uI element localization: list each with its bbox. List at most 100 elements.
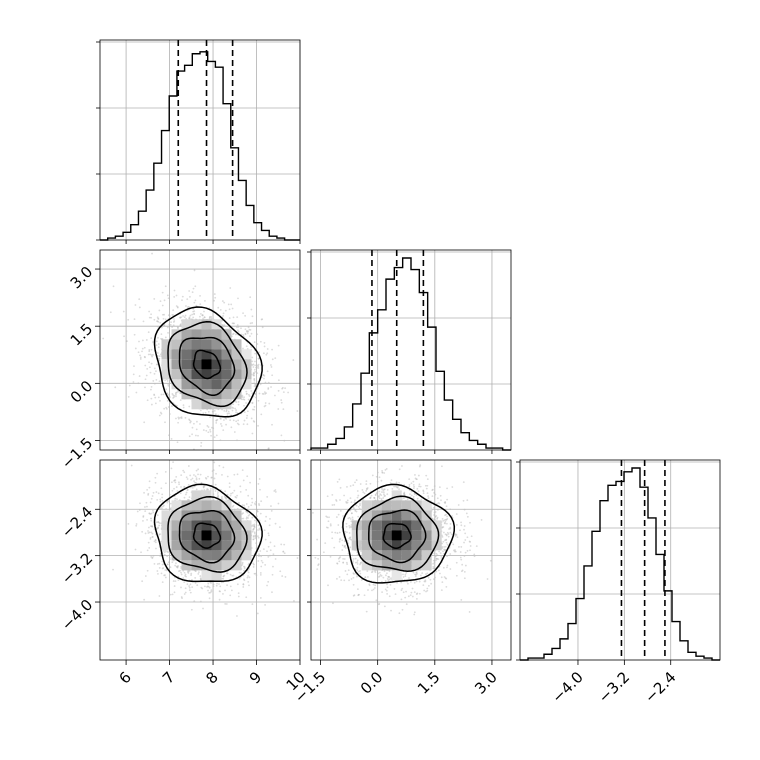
scatter-point [157, 521, 159, 523]
scatter-point [251, 360, 254, 363]
scatter-point [193, 474, 195, 476]
density-cell [191, 560, 202, 571]
density-cell [171, 369, 182, 380]
scatter-point [258, 478, 261, 480]
scatter-point [171, 393, 174, 395]
scatter-point [197, 434, 199, 437]
scatter-point [427, 495, 430, 498]
scatter-point [283, 552, 286, 555]
scatter-point [187, 465, 190, 467]
scatter-point [178, 481, 180, 484]
scatter-point [402, 591, 405, 594]
scatter-point [143, 598, 146, 601]
scatter-point [256, 333, 259, 336]
scatter-point [263, 345, 266, 348]
scatter-point [199, 575, 202, 577]
scatter-point [445, 522, 448, 525]
scatter-point [146, 505, 148, 508]
scatter-point [269, 549, 272, 552]
scatter-point [238, 501, 241, 504]
histogram-panel-2 [516, 459, 721, 661]
scatter-point [245, 517, 248, 520]
density-cell [231, 389, 242, 400]
scatter-point [220, 423, 222, 425]
density-cell [211, 570, 222, 581]
density-cell [171, 379, 182, 390]
scatter-point [217, 491, 219, 494]
scatter-point [161, 291, 164, 294]
scatter-point [220, 581, 223, 584]
density-cell [181, 540, 192, 551]
density-cell [211, 510, 222, 521]
scatter-point [266, 584, 268, 587]
scatter-point [150, 555, 153, 558]
scatter-point [209, 428, 211, 431]
scatter-point [253, 525, 256, 527]
scatter-point [205, 429, 208, 432]
scatter-point [185, 476, 188, 479]
scatter-point [247, 494, 250, 497]
scatter-point [422, 492, 425, 495]
scatter-point [243, 404, 245, 407]
scatter-point [247, 580, 250, 583]
scatter-point [244, 328, 247, 331]
scatter-point [412, 495, 415, 498]
scatter-point [188, 570, 191, 572]
scatter-point [252, 420, 255, 422]
scatter-point [164, 318, 167, 321]
scatter-point [193, 480, 195, 483]
scatter-point [441, 465, 443, 468]
scatter-point [143, 355, 146, 358]
scatter-point [135, 391, 138, 394]
scatter-point [175, 393, 177, 396]
density-cell [191, 369, 202, 380]
scatter-point [243, 579, 246, 582]
scatter-point [263, 391, 266, 394]
scatter-point [191, 291, 194, 294]
scatter-point [253, 405, 256, 408]
scatter-point [246, 576, 249, 579]
scatter-point [236, 615, 238, 617]
scatter-point [138, 509, 141, 511]
scatter-point [175, 294, 178, 297]
scatter-point [213, 410, 216, 412]
density-cell [201, 520, 212, 531]
scatter-point [245, 503, 248, 505]
scatter-point [228, 482, 231, 485]
scatter-point [256, 612, 259, 615]
scatter-point [235, 496, 238, 499]
density-cell [161, 540, 172, 551]
scatter-point [269, 554, 271, 557]
scatter-point [257, 365, 260, 368]
scatter-point [209, 581, 212, 584]
scatter-point [171, 593, 174, 596]
scatter-point [158, 355, 161, 358]
density-cell [191, 379, 202, 390]
scatter-point [259, 597, 262, 599]
scatter-point [228, 486, 231, 488]
density-cell [201, 379, 212, 390]
scatter-point [251, 356, 254, 359]
scatter-point [148, 350, 151, 353]
scatter-point [258, 553, 260, 556]
density-cell [181, 369, 192, 380]
scatter-point [243, 504, 246, 507]
scatter-point [240, 327, 242, 330]
scatter-point [165, 569, 168, 572]
scatter-point [182, 406, 185, 409]
scatter-point [173, 585, 176, 587]
scatter-point [258, 555, 260, 558]
scatter-point [267, 381, 270, 384]
scatter-point [207, 589, 209, 592]
scatter-point [112, 568, 114, 571]
scatter-point [245, 402, 247, 404]
scatter-point [155, 370, 157, 373]
scatter-point [194, 285, 197, 288]
scatter-point [146, 569, 149, 572]
scatter-point [253, 531, 256, 534]
scatter-point [241, 469, 244, 472]
scatter-point [365, 610, 368, 613]
density-cell [221, 349, 232, 360]
scatter-point [250, 308, 253, 311]
